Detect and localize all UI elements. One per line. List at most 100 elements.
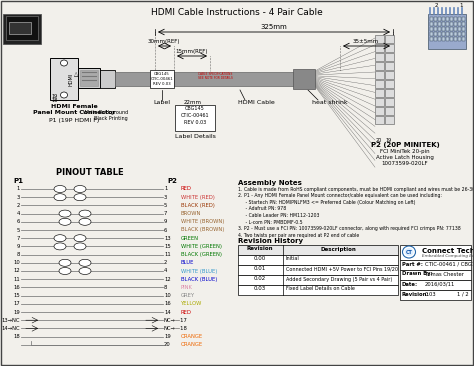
Bar [462, 32, 465, 36]
Bar [458, 37, 461, 41]
Text: 1: 1 [164, 187, 167, 191]
Text: 15: 15 [13, 293, 20, 298]
Bar [78, 68, 100, 88]
Bar [400, 280, 471, 290]
Text: 0.02: 0.02 [254, 276, 266, 281]
Text: Label Details: Label Details [174, 134, 216, 139]
Bar [442, 22, 445, 26]
Text: HDMI Female: HDMI Female [51, 104, 97, 109]
Text: WHITE (BROWN): WHITE (BROWN) [181, 219, 224, 224]
Text: 19: 19 [386, 138, 392, 143]
Bar [428, 14, 466, 49]
Bar [3, 14, 41, 44]
Text: 13: 13 [164, 236, 171, 241]
Text: 7: 7 [164, 211, 167, 216]
Text: Label: Label [154, 100, 171, 105]
Text: 0.03: 0.03 [425, 291, 437, 296]
Text: CTIC-00461 / CBG145: CTIC-00461 / CBG145 [425, 261, 474, 266]
Text: 0.01: 0.01 [254, 266, 266, 272]
Ellipse shape [54, 194, 66, 201]
Text: 22mm: 22mm [184, 100, 202, 105]
Text: 11: 11 [164, 252, 171, 257]
Text: White Background
Black Printing: White Background Black Printing [83, 110, 128, 121]
Ellipse shape [79, 210, 91, 217]
Bar [100, 70, 115, 88]
Bar [375, 107, 384, 115]
Text: Description: Description [320, 246, 356, 251]
Bar [375, 89, 384, 97]
Text: 2: 2 [164, 260, 167, 265]
Bar [438, 22, 441, 26]
Bar [450, 17, 453, 21]
Text: BLACK (RED): BLACK (RED) [181, 203, 215, 208]
Text: 8: 8 [164, 285, 167, 290]
Bar [438, 27, 441, 31]
Bar [385, 71, 394, 79]
Text: 2: 2 [17, 203, 20, 208]
Bar [375, 98, 384, 106]
Bar [434, 37, 437, 41]
Bar [375, 71, 384, 79]
Text: Panel Mount Connector: Panel Mount Connector [33, 110, 115, 115]
Ellipse shape [54, 243, 66, 250]
Bar [434, 27, 437, 31]
Text: 19: 19 [51, 93, 57, 98]
Ellipse shape [79, 268, 91, 274]
Text: 5: 5 [164, 203, 167, 208]
Text: 10: 10 [13, 260, 20, 265]
Text: 20: 20 [164, 342, 171, 347]
Text: HDMI Cable Instructions - 4 Pair Cable: HDMI Cable Instructions - 4 Pair Cable [151, 8, 323, 17]
Text: NC→—17: NC→—17 [164, 318, 188, 323]
Text: RED: RED [181, 187, 192, 191]
Text: 13→NC: 13→NC [1, 318, 20, 323]
Bar [458, 32, 461, 36]
Bar [438, 37, 441, 41]
Ellipse shape [59, 268, 71, 274]
Bar [454, 22, 457, 26]
Bar [462, 22, 465, 26]
Text: 18: 18 [51, 98, 57, 104]
Text: 20: 20 [376, 138, 382, 143]
Bar [446, 37, 449, 41]
Text: 0.03: 0.03 [254, 287, 266, 291]
Bar [454, 17, 457, 21]
Text: 35±5mm: 35±5mm [353, 39, 379, 44]
Text: Revision: Revision [247, 246, 273, 251]
Text: 0.00: 0.00 [254, 257, 266, 261]
Text: △: △ [74, 71, 78, 76]
Ellipse shape [54, 235, 66, 242]
Ellipse shape [74, 194, 86, 201]
Text: 4: 4 [164, 269, 167, 273]
Text: 2016/03/11: 2016/03/11 [425, 281, 456, 287]
Text: 16: 16 [13, 285, 20, 290]
Text: BLACK (BROWN): BLACK (BROWN) [181, 228, 224, 232]
Text: NC→—18: NC→—18 [164, 326, 188, 331]
Bar [442, 27, 445, 31]
Bar [400, 270, 471, 280]
Text: Connected HDMI +5V Power to FCI Pins 19/20: Connected HDMI +5V Power to FCI Pins 19/… [286, 266, 398, 272]
Bar [293, 69, 315, 89]
Text: WHITE (RED): WHITE (RED) [181, 195, 215, 200]
Text: ORANGE: ORANGE [181, 342, 203, 347]
Text: Tomas Chester: Tomas Chester [425, 272, 464, 276]
Text: Initial: Initial [286, 257, 300, 261]
Text: 11: 11 [13, 277, 20, 282]
Bar [438, 17, 441, 21]
Text: Part #:: Part #: [402, 261, 423, 266]
Text: GREEN: GREEN [181, 236, 199, 241]
Text: 325mm: 325mm [261, 24, 287, 30]
Text: 3. P2 - Must use a FCI PN: 10073599-020LF connector, along with required FCI cri: 3. P2 - Must use a FCI PN: 10073599-020L… [238, 226, 461, 231]
Text: WHITE (BLUE): WHITE (BLUE) [181, 269, 218, 273]
Bar [450, 27, 453, 31]
Bar [462, 37, 465, 41]
Text: heat shrink: heat shrink [312, 100, 348, 105]
Bar [385, 98, 394, 106]
Text: 3: 3 [17, 195, 20, 200]
Text: BLACK (BLUE): BLACK (BLUE) [181, 277, 218, 282]
Text: 1: 1 [459, 3, 463, 8]
Text: 5: 5 [17, 228, 20, 232]
Ellipse shape [74, 243, 86, 250]
Text: Fixed Label Details on Cable: Fixed Label Details on Cable [286, 287, 355, 291]
Text: CTIC-00461: CTIC-00461 [151, 77, 173, 81]
Ellipse shape [54, 186, 66, 193]
